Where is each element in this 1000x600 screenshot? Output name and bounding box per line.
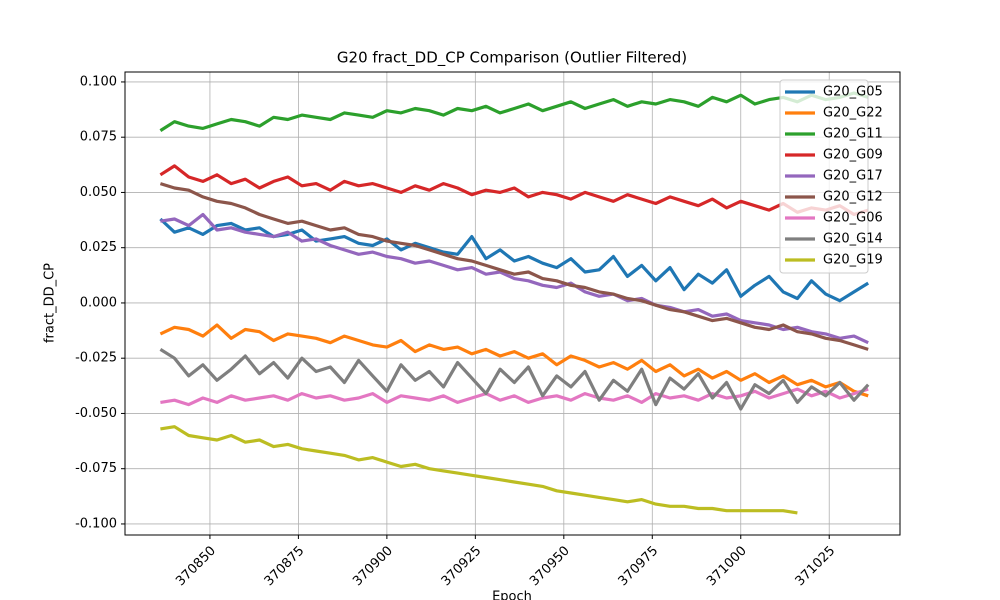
y-tick-label: 0.050 bbox=[80, 185, 117, 200]
series-line bbox=[159, 91, 869, 132]
y-tick-label: -0.025 bbox=[75, 351, 117, 366]
series-line bbox=[160, 425, 798, 515]
legend-label: G20_G19 bbox=[823, 253, 883, 268]
chart-title: G20 fract_DD_CP Comparison (Outlier Filt… bbox=[337, 49, 687, 68]
y-tick-label: 0.100 bbox=[80, 74, 117, 89]
series-line bbox=[159, 182, 869, 351]
legend-label: G20_G06 bbox=[823, 211, 883, 226]
series-line bbox=[159, 348, 870, 411]
series-line bbox=[160, 212, 869, 345]
legend-label: G20_G14 bbox=[823, 232, 883, 247]
legend-label: G20_G12 bbox=[823, 190, 883, 205]
legend-label: G20_G05 bbox=[823, 85, 883, 100]
legend-box bbox=[779, 79, 869, 274]
y-tick-label: -0.050 bbox=[75, 406, 117, 421]
y-tick-label: 0.025 bbox=[80, 240, 117, 255]
legend-label: G20_G11 bbox=[823, 127, 883, 142]
x-axis-label: Epoch bbox=[492, 590, 532, 600]
legend-label: G20_G09 bbox=[823, 148, 883, 163]
y-tick-label: -0.075 bbox=[75, 461, 117, 476]
legend-label: G20_G17 bbox=[823, 169, 883, 184]
legend-label: G20_G22 bbox=[823, 106, 883, 121]
y-tick-label: 0.000 bbox=[80, 295, 117, 310]
y-tick-label: -0.100 bbox=[75, 516, 117, 531]
series-line bbox=[159, 164, 869, 217]
y-axis-label: fract_DD_CP bbox=[43, 263, 58, 343]
plot-frame bbox=[124, 71, 901, 536]
series-line bbox=[159, 323, 869, 398]
y-tick-label: 0.075 bbox=[80, 130, 117, 145]
